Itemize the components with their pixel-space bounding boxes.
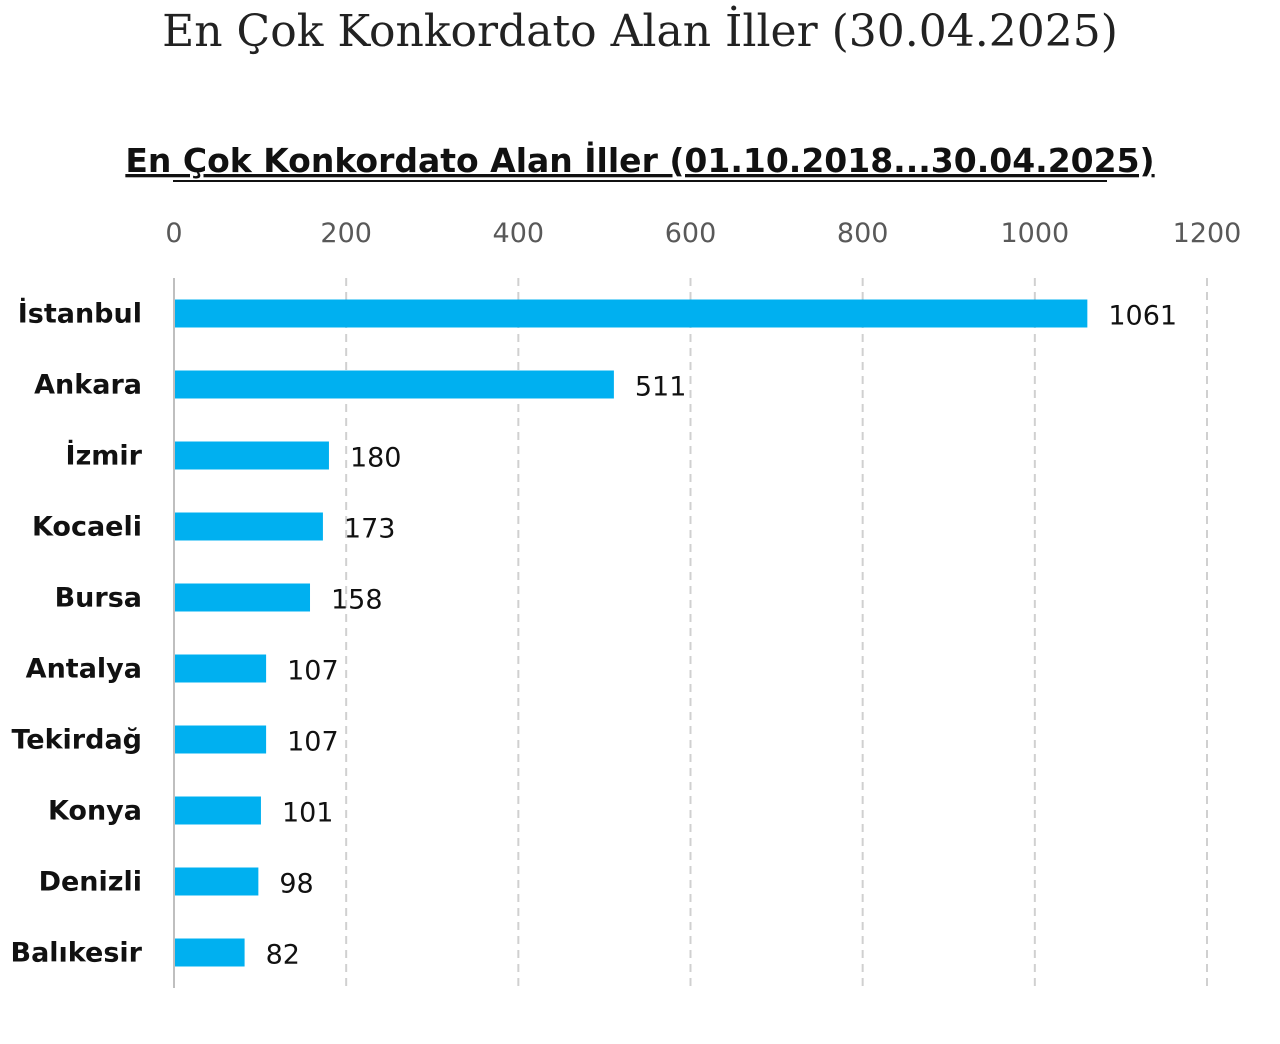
bar (175, 725, 267, 754)
data-label: 180 (350, 443, 402, 474)
data-label: 101 (282, 798, 334, 829)
bars: İstanbul 1061 Ankara 511 İzmir 180 Kocaeli 173 B… (11, 298, 1178, 971)
category-label: Balıkesir (11, 938, 143, 969)
bar (175, 299, 1088, 328)
category-label: Konya (48, 796, 142, 827)
x-tick-label: 1200 (1173, 218, 1242, 249)
bar (175, 370, 614, 399)
bar (175, 654, 267, 683)
category-label: Ankara (34, 370, 142, 401)
data-label: 1061 (1108, 301, 1177, 332)
bar (175, 583, 311, 612)
x-tick-label: 200 (320, 218, 372, 249)
data-label: 173 (344, 514, 396, 545)
x-axis: 0 200 400 600 800 1000 1200 (165, 218, 1241, 988)
x-tick-label: 1000 (1000, 218, 1069, 249)
x-tick-label: 600 (665, 218, 717, 249)
data-label: 158 (331, 585, 383, 616)
data-label: 107 (287, 656, 339, 687)
data-label: 511 (635, 372, 687, 403)
category-label: Denizli (39, 867, 142, 898)
category-label: İstanbul (18, 298, 142, 330)
data-label: 107 (287, 727, 339, 758)
bar (175, 938, 245, 967)
page-title: En Çok Konkordato Alan İller (30.04.2025… (162, 6, 1118, 57)
category-label: İzmir (66, 440, 143, 472)
bar (175, 796, 261, 825)
data-label: 98 (279, 869, 313, 900)
data-label: 82 (266, 940, 300, 971)
chart-title: En Çok Konkordato Alan İller (01.10.2018… (125, 140, 1154, 180)
x-tick-label: 0 (165, 218, 182, 249)
bar (175, 512, 323, 541)
x-tick-label: 800 (837, 218, 889, 249)
category-label: Tekirdağ (11, 725, 142, 756)
bar (175, 867, 259, 896)
category-label: Kocaeli (32, 512, 142, 543)
category-label: Antalya (26, 654, 142, 685)
bar (175, 441, 329, 470)
category-label: Bursa (55, 583, 142, 614)
x-tick-label: 400 (493, 218, 545, 249)
